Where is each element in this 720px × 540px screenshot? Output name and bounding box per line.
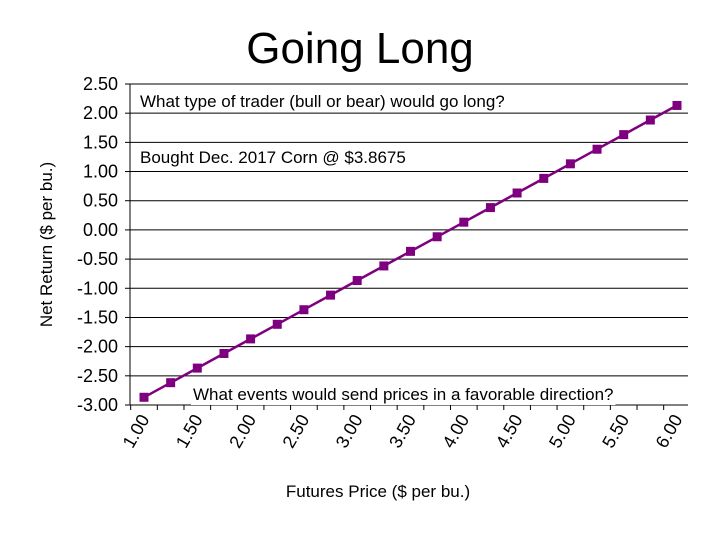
data-point [539,173,549,183]
annotation-contract: Bought Dec. 2017 Corn @ $3.8675 [140,148,406,167]
y-tick-label: 1.00 [83,162,118,182]
x-tick-labels: 1.00 1.50 2.00 2.50 3.00 3.50 4.00 4.50 5.00 5.50… [119,411,687,451]
y-tick-label: -2.50 [77,366,118,386]
y-tick-label: 2.50 [83,74,118,94]
x-tick-label: 4.50 [492,411,527,451]
data-point [299,305,309,315]
data-point [645,115,655,125]
y-tick-label: -1.50 [77,307,118,327]
x-tick-label: 6.00 [652,411,687,451]
y-tick-label: -0.50 [77,249,118,269]
data-point [672,100,682,110]
y-tick-label: -3.00 [77,395,118,415]
x-tick-label: 5.50 [598,411,633,451]
data-point [326,290,336,300]
data-point [619,130,629,140]
y-axis-title: Net Return ($ per bu.) [37,162,56,327]
y-tick-labels: 2.50 2.00 1.50 1.00 0.50 0.00 -0.50 -1.00 -1.50 -… [77,74,118,415]
data-point [459,217,469,227]
x-tick-label: 1.50 [172,411,207,451]
data-point [246,334,256,344]
x-axis-title: Futures Price ($ per bu.) [286,482,470,501]
y-tick-label: 0.50 [83,191,118,211]
data-point [192,363,202,373]
data-point [565,159,575,169]
annotation-question: What type of trader (bull or bear) would… [140,92,505,111]
x-tick-label: 4.00 [438,411,473,451]
y-tick-label: -2.00 [77,337,118,357]
data-point [352,276,362,286]
y-tick-label: 1.50 [83,132,118,152]
x-tick-label: 3.50 [385,411,420,451]
data-point [592,144,602,154]
data-point [379,261,389,271]
data-point [406,246,415,256]
data-point [166,378,176,388]
x-tick-label: 3.00 [332,411,367,451]
data-point [139,392,149,402]
data-point [272,319,282,329]
grid [130,83,688,406]
y-tick-label: 2.00 [83,103,118,123]
x-tick-label: 1.00 [119,411,154,451]
series [139,100,682,402]
annotation-box-events [191,384,616,405]
y-tick-label: -1.00 [77,278,118,298]
data-point [432,232,442,242]
slide-title: Going Long [246,24,474,73]
annotation-box-question [138,91,507,112]
x-tick-label: 2.50 [279,411,314,451]
x-tick-label: 2.00 [225,411,260,451]
data-point [512,188,522,198]
annotation-events: What events would send prices in a favor… [193,385,614,404]
annotation-box-contract [138,147,408,168]
y-tick-label: 0.00 [83,220,118,240]
data-point [219,348,229,358]
x-tick-label: 5.00 [545,411,580,451]
data-point [485,203,495,213]
